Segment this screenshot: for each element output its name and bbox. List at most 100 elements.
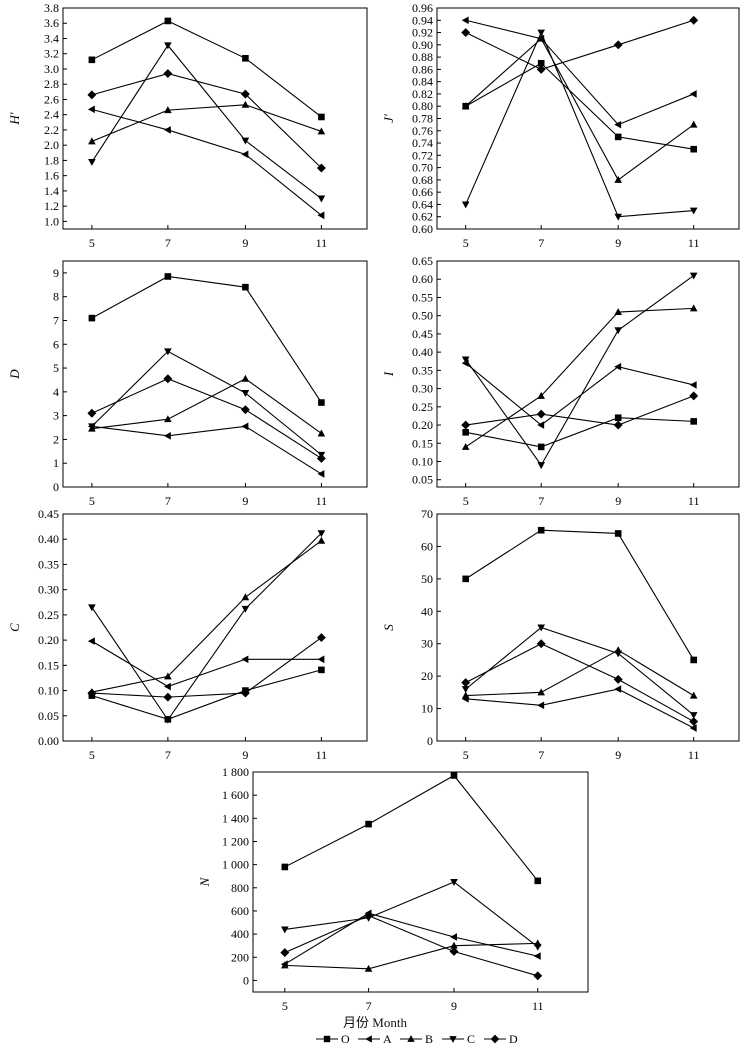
data-point-O [318,666,325,674]
y-tick-label: 800 [231,881,249,895]
x-tick-label: 7 [165,748,171,762]
series-A [87,422,325,478]
data-point-C [614,327,622,335]
y-tick-label: 0 [427,734,433,748]
y-tick-label: 1 000 [222,858,249,872]
data-point-C [533,943,542,951]
data-point-B [537,688,545,696]
data-point-C [88,158,96,166]
series-O [462,59,697,153]
data-point-B [241,374,250,382]
data-point-D [613,674,623,684]
x-tick-label: 7 [366,999,372,1013]
data-point-A [163,432,171,440]
data-point-B [317,429,326,437]
series-D [280,911,543,981]
y-tick-label: 0.78 [412,112,433,126]
data-point-C [537,462,545,470]
data-point-O [242,54,249,62]
y-tick-label: 0.80 [412,99,433,113]
x-tick-label: 5 [89,236,95,250]
series-O [88,17,325,121]
x-tick-label: 5 [463,494,469,508]
y-tick-label: 0.35 [412,363,433,377]
data-point-C [537,624,545,632]
series-D [87,69,326,173]
data-point-D [316,633,326,643]
y-tick-label: 0.50 [412,309,433,323]
y-tick-label: 1 [53,456,59,470]
y-tick-label: 2.0 [44,138,59,152]
y-tick-label: 10 [421,702,433,716]
series-A [461,16,697,129]
data-point-O [690,656,697,664]
y-tick-label: 30 [421,637,433,651]
y-tick-label: 1 400 [222,811,249,825]
series-line-D [91,378,322,459]
data-point-B [537,34,545,42]
legend-marker-D [490,1034,500,1044]
data-point-A [87,105,95,114]
chart-panel-2: 0.600.620.640.660.680.700.720.740.760.78… [381,1,740,250]
data-point-C [689,712,698,720]
data-point-D [536,409,546,419]
y-tick-label: 0.60 [412,222,433,236]
data-point-D [316,453,326,463]
y-tick-label: 5 [53,361,59,375]
y-tick-label: 70 [421,507,433,521]
y-tick-label: 2.2 [44,123,59,137]
data-point-A [614,685,622,693]
legend-item-C: C [442,1032,475,1046]
data-point-D [461,28,471,38]
series-B [461,646,698,699]
series-line-O [465,417,694,448]
data-point-B [164,106,172,114]
data-point-A [163,126,171,134]
data-point-D [533,971,543,981]
plot-frame [62,7,368,230]
y-tick-label: 4 [53,385,59,399]
series-B [88,536,326,696]
data-point-C [689,207,698,215]
y-tick-label: 0.62 [412,210,433,224]
data-point-B [164,415,172,423]
data-point-O [450,772,458,779]
x-tick-label: 9 [242,748,248,762]
series-line-A [284,912,538,965]
y-tick-label: 40 [421,604,433,618]
series-C [461,624,698,720]
x-tick-label: 9 [615,494,621,508]
y-tick-label: 60 [421,539,433,553]
y-tick-label: 0.96 [412,1,433,15]
y-tick-label: 0.84 [412,75,433,89]
data-point-C [317,530,326,538]
y-tick-label: 3.0 [44,62,59,76]
plot-frame [62,260,368,488]
series-line-B [91,540,322,693]
data-point-B [461,102,470,110]
series-line-A [91,108,322,216]
y-tick-label: 400 [231,927,249,941]
data-point-D [689,717,699,726]
y-tick-label: 6 [53,337,59,351]
y-tick-label: 0.86 [412,62,433,76]
y-tick-label: 0.64 [412,197,433,211]
x-tick-label: 5 [463,748,469,762]
series-C [461,29,698,221]
series-A [461,359,697,429]
data-point-B [164,672,172,680]
x-axis-title: 月份 Month [343,1015,407,1030]
data-point-C [317,195,326,203]
series-line-D [91,637,322,698]
data-point-O [462,575,469,583]
data-point-C [614,213,622,221]
data-point-D [536,639,546,649]
data-point-A [537,701,545,710]
y-tick-label: 0 [243,973,249,987]
y-tick-label: 0.10 [412,454,433,468]
x-tick-label: 11 [688,494,700,508]
data-point-C [461,356,470,364]
series-D [87,633,326,702]
